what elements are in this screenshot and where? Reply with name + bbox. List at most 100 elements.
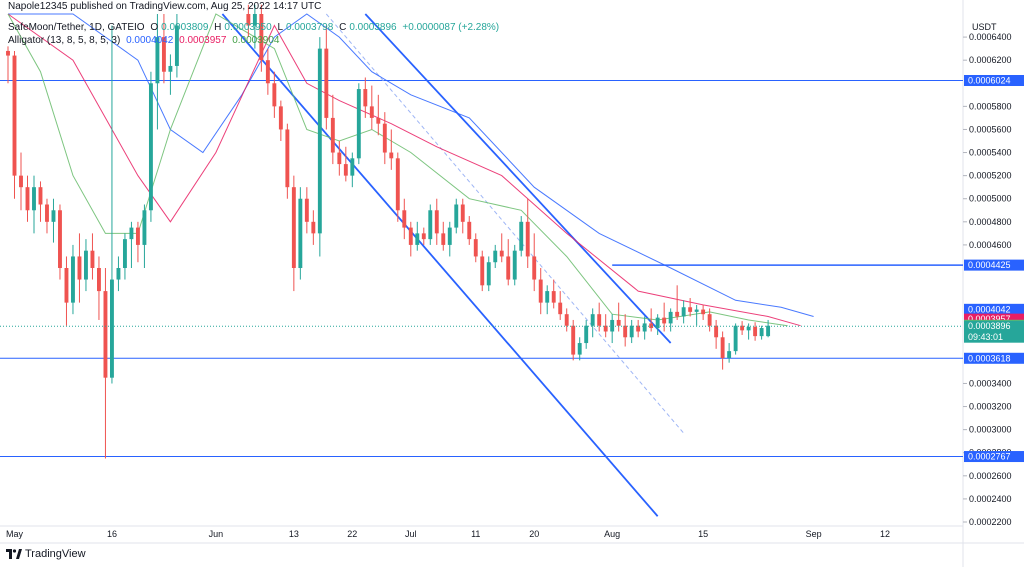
y-tick-label: 0.0005800 bbox=[969, 101, 1012, 111]
candle-body bbox=[545, 291, 550, 303]
candle-body bbox=[499, 250, 504, 257]
publish-line: Napole12345 published on TradingView.com… bbox=[8, 1, 322, 12]
price-tag bbox=[964, 313, 1024, 325]
candle-body bbox=[441, 233, 446, 245]
y-tick-label: 0.0003200 bbox=[969, 402, 1012, 412]
candle-body bbox=[90, 250, 95, 268]
candle-body bbox=[473, 239, 478, 257]
tradingview-footer[interactable]: TradingView bbox=[6, 548, 86, 560]
candle-body bbox=[681, 307, 686, 317]
x-tick-label: Jun bbox=[209, 529, 224, 539]
time-axis[interactable]: May 16 Jun 13 22 Jul 11 20 Aug 15 Sep 12 bbox=[6, 529, 890, 539]
candle-body bbox=[109, 279, 114, 378]
candle-body bbox=[454, 204, 459, 228]
y-tick-label: 0.0005400 bbox=[969, 148, 1012, 158]
candle-body bbox=[84, 250, 88, 280]
ohlc-high: 0.0003950 bbox=[224, 22, 272, 33]
channel-trendline bbox=[364, 13, 672, 344]
candle-body bbox=[278, 106, 283, 130]
candle-body bbox=[727, 351, 732, 359]
candle-body bbox=[558, 302, 563, 315]
y-tick-label: 0.0002400 bbox=[969, 494, 1012, 504]
candle-body bbox=[714, 325, 719, 338]
alligator-lips-line bbox=[7, 13, 788, 327]
currency-label: USDT bbox=[972, 22, 997, 32]
candle-body bbox=[103, 291, 108, 378]
x-tick-label: 11 bbox=[471, 529, 480, 539]
y-tick-label: 0.0005000 bbox=[969, 194, 1012, 204]
y-tick-label: 0.0004600 bbox=[969, 240, 1012, 250]
candle-body bbox=[337, 152, 342, 165]
price-tag-label: 0.0003957 bbox=[968, 314, 1011, 324]
horizontal-levels[interactable] bbox=[0, 80, 963, 458]
candle-body bbox=[720, 337, 725, 359]
candle-body bbox=[564, 314, 569, 326]
trendlines[interactable] bbox=[221, 13, 685, 517]
alligator-label[interactable]: Alligator (13, 8, 5, 8, 5, 3) bbox=[8, 35, 121, 46]
x-tick-label: Aug bbox=[604, 529, 620, 539]
ohlc-low: 0.0003798 bbox=[286, 22, 334, 33]
candle-body bbox=[376, 117, 381, 124]
candle-body bbox=[733, 325, 738, 352]
candle-body bbox=[32, 187, 36, 211]
candle-body bbox=[467, 221, 472, 240]
candle-body bbox=[311, 221, 316, 234]
bar-countdown: 09:43:01 bbox=[968, 332, 1003, 342]
y-tick-label: 0.0005600 bbox=[969, 124, 1012, 134]
candle-body bbox=[58, 210, 62, 268]
candle-body bbox=[246, 14, 251, 26]
candle-body bbox=[636, 325, 641, 332]
candle-body bbox=[512, 250, 517, 280]
candle-body bbox=[77, 256, 82, 280]
candle-body bbox=[64, 268, 69, 303]
alligator-legend: Alligator (13, 8, 5, 8, 5, 3) 0.0004042 … bbox=[8, 35, 282, 46]
candle-body bbox=[759, 328, 764, 337]
price-tag-label: 0.0003618 bbox=[968, 353, 1011, 363]
candle-body bbox=[480, 256, 485, 286]
symbol-legend: SafeMoon/Tether, 1D, GATEIO O 0.0003809 H… bbox=[8, 22, 502, 33]
candle-body bbox=[662, 317, 667, 324]
y-tick-label: 0.0003400 bbox=[969, 378, 1012, 388]
alligator-teeth-value: 0.0003957 bbox=[179, 35, 227, 46]
candle-body bbox=[421, 233, 426, 240]
ohlc-high-label: H bbox=[214, 22, 222, 33]
x-tick-label: 13 bbox=[289, 529, 299, 539]
candle-body bbox=[97, 268, 101, 292]
candle-body bbox=[434, 210, 439, 234]
channel-trendline bbox=[221, 13, 659, 517]
price-tag-label: 0.0006024 bbox=[968, 76, 1011, 86]
candle-body bbox=[707, 314, 712, 326]
candle-body bbox=[753, 326, 758, 337]
candle-body bbox=[317, 48, 322, 234]
ohlc-change: +0.0000087 (+2.28%) bbox=[402, 22, 500, 33]
ohlc-open-label: O bbox=[150, 22, 159, 33]
tradingview-logo-icon bbox=[6, 549, 22, 560]
candle-body bbox=[584, 325, 589, 344]
y-tick-label: 0.0005200 bbox=[969, 171, 1012, 181]
candle-body bbox=[135, 227, 140, 245]
x-tick-label: 12 bbox=[880, 529, 890, 539]
candle-body bbox=[493, 250, 498, 263]
candle-body bbox=[168, 65, 173, 72]
price-tag-label: 0.0004425 bbox=[968, 260, 1011, 270]
price-tag bbox=[964, 451, 1024, 463]
candle-body bbox=[701, 309, 706, 315]
candle-body bbox=[447, 227, 452, 245]
y-tick-label: 0.0006400 bbox=[969, 32, 1012, 42]
candle-body bbox=[486, 262, 491, 286]
candle-body bbox=[538, 279, 543, 303]
candle-body bbox=[655, 317, 660, 329]
price-tag bbox=[964, 259, 1024, 271]
candle-body bbox=[259, 14, 264, 61]
candle-body bbox=[19, 175, 23, 188]
candle-body bbox=[694, 309, 699, 312]
price-tag-label: 0.0002767 bbox=[968, 452, 1011, 462]
alligator-lips-value: 0.0003904 bbox=[232, 35, 280, 46]
price-tag bbox=[964, 303, 1024, 315]
candle-body bbox=[616, 319, 621, 326]
candle-body bbox=[330, 117, 335, 153]
symbol-name[interactable]: SafeMoon/Tether, 1D, GATEIO bbox=[8, 22, 145, 33]
